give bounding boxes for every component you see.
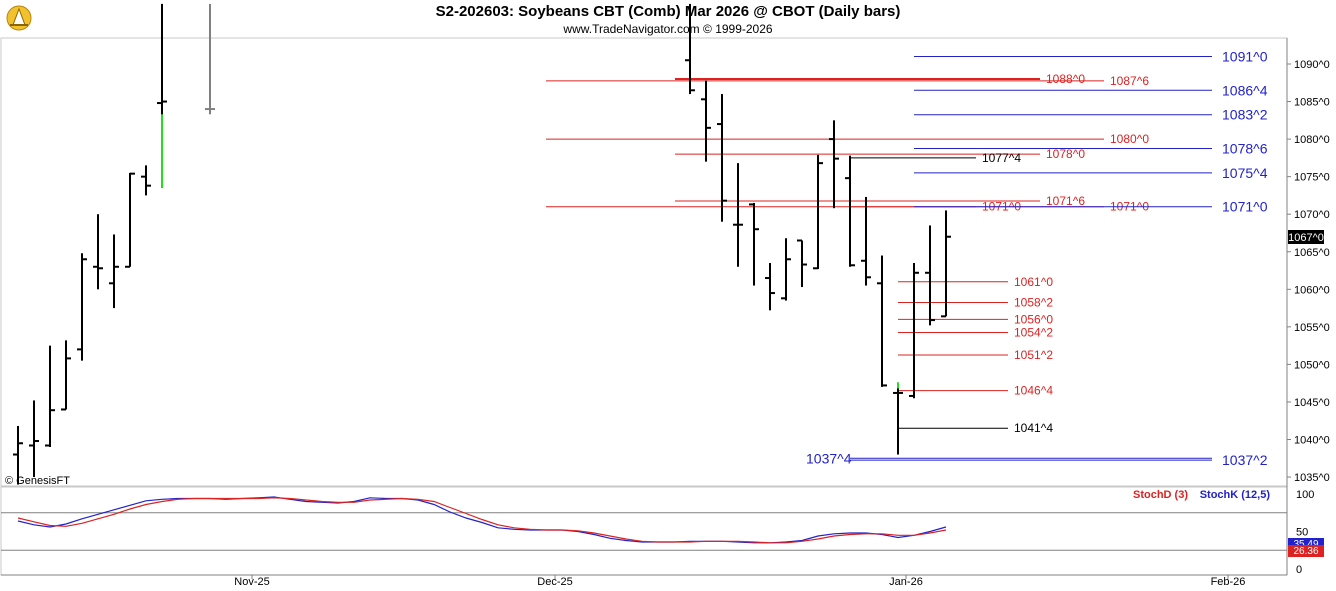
watermark: © GenesisFT — [5, 475, 70, 487]
stoch-series-line — [17, 496, 947, 544]
level-label: 1056^0 — [1014, 312, 1053, 326]
y-tick-label: 1045^0 — [1294, 397, 1330, 409]
chart-subtitle: www.TradeNavigator.com © 1999-2026 — [563, 22, 773, 36]
stoch-legend-entry: StochK (12,5) — [1200, 489, 1271, 501]
y-tick-label: 1035^0 — [1294, 472, 1330, 484]
stoch-pane-frame — [0, 486, 1288, 576]
y-tick-label: 1070^0 — [1294, 209, 1330, 221]
level-label: 1071^0 — [1222, 199, 1268, 215]
level-label: 1086^4 — [1222, 82, 1268, 98]
level-label: 1080^0 — [1110, 132, 1149, 146]
stoch-y-tick-label: 100 — [1296, 489, 1314, 501]
y-tick-label: 1060^0 — [1294, 284, 1330, 296]
last-price-flag: 1067^0 — [1288, 230, 1324, 244]
stoch-series-line — [17, 497, 947, 544]
stochk-value-label: 35.49 — [1293, 539, 1318, 550]
level-label: 1041^4 — [1014, 421, 1053, 435]
level-label: 1083^2 — [1222, 107, 1268, 123]
stoch-legend-entry: StochD (3) — [1133, 489, 1188, 501]
level-label: 1077^4 — [982, 151, 1021, 165]
stoch-y-tick-label: 50 — [1296, 527, 1308, 539]
x-tick-label: Jan-26 — [889, 576, 923, 588]
y-tick-label: 1055^0 — [1294, 322, 1330, 334]
stoch-y-tick-label: 0 — [1296, 564, 1302, 576]
x-tick-label: Nov-25 — [234, 576, 269, 588]
stochd-value-flag — [1288, 545, 1324, 557]
y-tick-label: 1090^0 — [1294, 59, 1330, 71]
y-tick-label: 1075^0 — [1294, 172, 1330, 184]
level-label: 1091^0 — [1222, 48, 1268, 64]
level-label: 1078^6 — [1222, 140, 1268, 156]
level-label: 1046^4 — [1014, 384, 1053, 398]
y-tick-label: 1050^0 — [1294, 359, 1330, 371]
level-label: 1088^0 — [1046, 72, 1085, 86]
y-tick-label: 1085^0 — [1294, 97, 1330, 109]
level-label: 1037^4 — [806, 450, 852, 466]
level-label: 1075^4 — [1222, 165, 1268, 181]
price-pane-frame — [0, 37, 1288, 487]
chart-header: S2-202603: Soybeans CBT (Comb) Mar 2026 … — [0, 0, 1336, 38]
chart-title: S2-202603: Soybeans CBT (Comb) Mar 2026 … — [435, 3, 901, 20]
level-label: 1037^2 — [1222, 452, 1268, 468]
y-tick-label: 1080^0 — [1294, 134, 1330, 146]
level-label: 1054^2 — [1014, 325, 1053, 339]
level-label: 1061^0 — [1014, 275, 1053, 289]
level-label: 1071^6 — [1046, 194, 1085, 208]
y-tick-label: 1040^0 — [1294, 435, 1330, 447]
x-tick-label: Feb-26 — [1211, 576, 1246, 588]
stochd-value-label: 26.36 — [1293, 546, 1318, 557]
trade-navigator-logo-icon — [4, 3, 34, 33]
x-tick-label: Dec-25 — [537, 576, 572, 588]
level-label: 1058^2 — [1014, 295, 1053, 309]
level-label: 1078^0 — [1046, 147, 1085, 161]
last-price-label: 1067^0 — [1288, 232, 1324, 244]
level-label: 1051^2 — [1014, 348, 1053, 362]
level-label: 1087^6 — [1110, 74, 1149, 88]
y-tick-label: 1065^0 — [1294, 247, 1330, 259]
